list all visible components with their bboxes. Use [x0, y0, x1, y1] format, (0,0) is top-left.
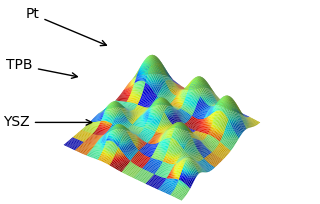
Text: Pt: Pt: [26, 7, 107, 46]
Text: TPB: TPB: [6, 58, 77, 78]
Text: YSZ: YSZ: [3, 115, 92, 129]
